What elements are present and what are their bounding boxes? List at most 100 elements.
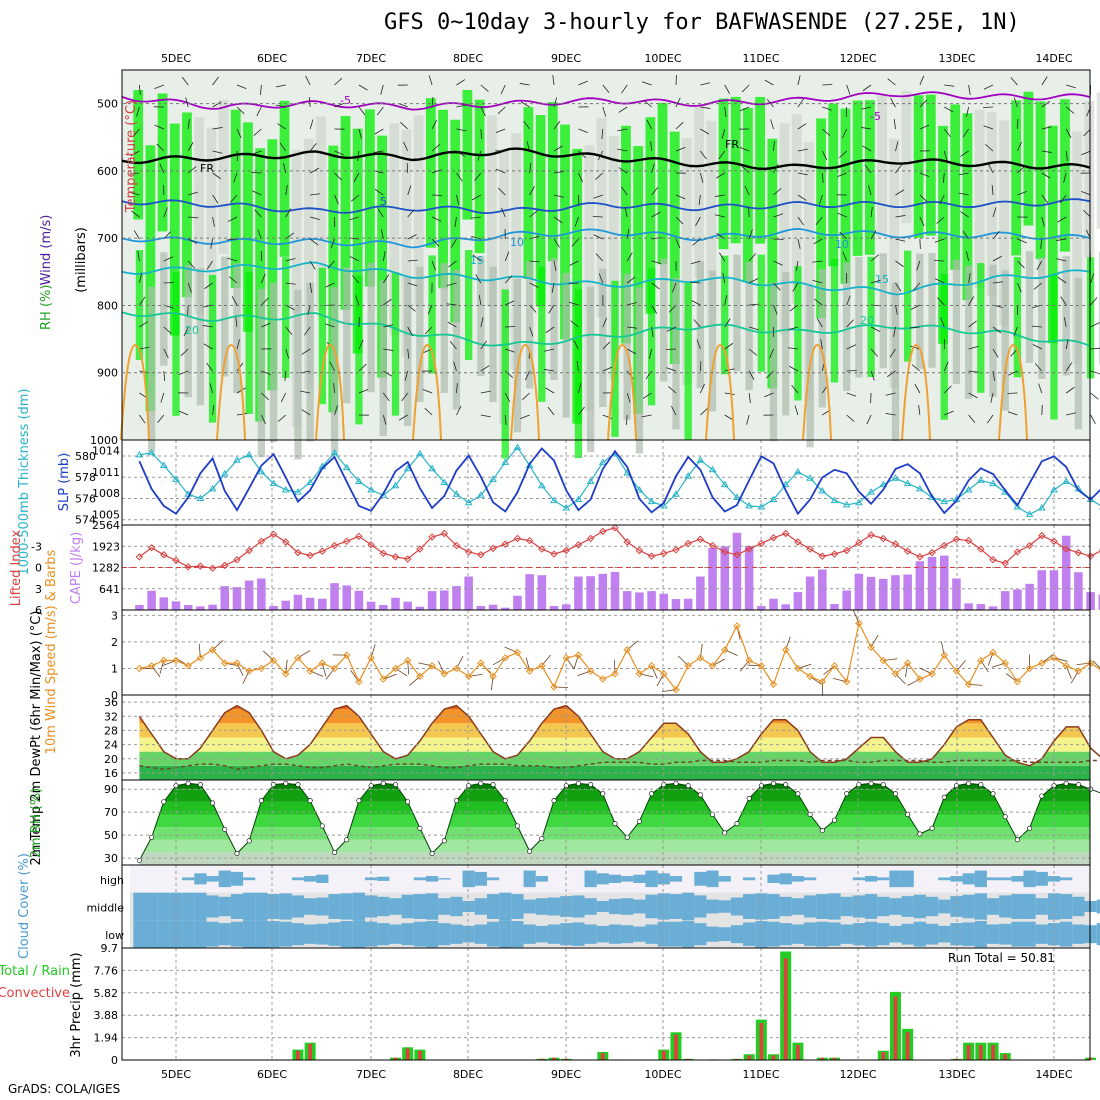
lapse-contour [705,343,735,441]
rh-shade-column [840,108,851,284]
cloud-low-bar [730,925,744,944]
wind-barb [675,194,686,200]
wind-barb [449,340,457,350]
rh-shade-column [316,116,326,312]
cloud-middle-bar [584,898,597,915]
cloud-low-bar [816,921,829,947]
rh-shade-column [172,272,180,416]
cloud-high-bar [1035,871,1048,886]
rh-point [307,798,313,804]
y-axis-label: 1000-500mb Thickness (dm) [17,388,32,575]
rh-shade-column [135,250,144,360]
wind-speed-point [903,659,912,667]
wind-barb [870,370,875,381]
wind-barb [595,253,604,262]
wind-barb [918,405,921,416]
x-tick-top: 9DEC [551,52,581,65]
rh-shade-column [999,120,1009,326]
wind-barb [870,254,880,262]
wind-barb [870,207,873,218]
rh-shade-column [608,136,619,380]
cloud-low-bar [279,921,292,947]
precip-convective-bar [905,1032,910,1060]
rh-point [612,821,618,827]
wind-barb [893,326,896,337]
lifted-index-point [343,537,351,545]
cape-bar [842,590,851,610]
wind-barb [718,150,726,160]
thickness-point [659,501,668,509]
thickness-point [867,488,875,495]
wind-barb [204,282,213,290]
wind-barb [797,148,808,152]
wind-barb [226,238,238,241]
wind-barb [770,119,774,130]
cape-bar [366,601,376,610]
thickness-point [598,458,607,465]
rh-shade-column [1060,99,1070,252]
rh-shade-column [379,280,387,437]
wind-barb [578,150,587,159]
lifted-index-point [269,530,278,538]
wind-barb [261,322,271,328]
rh-shade-column [828,103,839,267]
wind-barb [773,238,784,240]
rh-point [332,849,338,855]
wind-barb [749,326,759,331]
x-tick-top: 5DEC [161,52,191,65]
thickness-point [818,487,827,494]
lifted-index-point [233,556,241,564]
cape-bar [476,606,486,610]
rh-shade-column [243,122,253,332]
y-tick: 36 [104,696,118,709]
cloud-low-bar [486,921,500,947]
rh-shade-column [672,277,680,430]
x-tick-top: 13DEC [938,52,975,65]
wind-barb [334,150,344,156]
cloud-high-bar [596,873,609,885]
cloud-high-bar [243,877,256,881]
wind-barb [497,187,506,196]
thickness-point [342,463,351,471]
isotherm-15 [121,261,1091,296]
wind-barb [889,348,896,358]
cape-bar [293,594,303,610]
y-tick: 900 [97,367,118,380]
isotherm-label: -5 [870,110,881,123]
x-tick-top: 11DEC [742,52,779,65]
lifted-index-point [903,547,912,555]
wind-barb [358,128,362,139]
wind-speed-point [769,680,778,689]
wind-barb [553,260,557,271]
rh-shade-column [757,254,765,372]
rh-shade-column [147,286,156,453]
rh-shade-column [328,145,339,413]
lifted-index-point [135,553,144,561]
rh-shade-column [623,273,631,420]
rh-shade-column [852,100,863,256]
wind-barb [812,280,823,284]
wind-speed-point [160,656,168,665]
wind-barb [454,216,457,227]
wind-barb [813,238,823,245]
rh-shade-column [867,256,875,377]
wind-barb [553,97,558,108]
wind-barb [724,106,727,117]
cape-bar [683,598,693,610]
lifted-index-point [282,538,290,546]
wind-barb [480,340,487,350]
rh-shade-column [343,267,351,404]
wind-barb [529,304,537,313]
wind-barb [324,323,335,328]
cloud-low-bar [828,922,841,946]
wind-barb [504,251,510,262]
wind-barb [958,172,969,176]
lifted-index-point [391,553,400,561]
wind-barb [1041,216,1045,227]
wind-barb [1013,97,1018,108]
cape-bar [561,604,571,610]
wind-barb [529,163,532,174]
y-axis-label: Lifted Index [9,529,24,606]
wind-barb [700,106,711,109]
wind-barb [749,303,760,306]
